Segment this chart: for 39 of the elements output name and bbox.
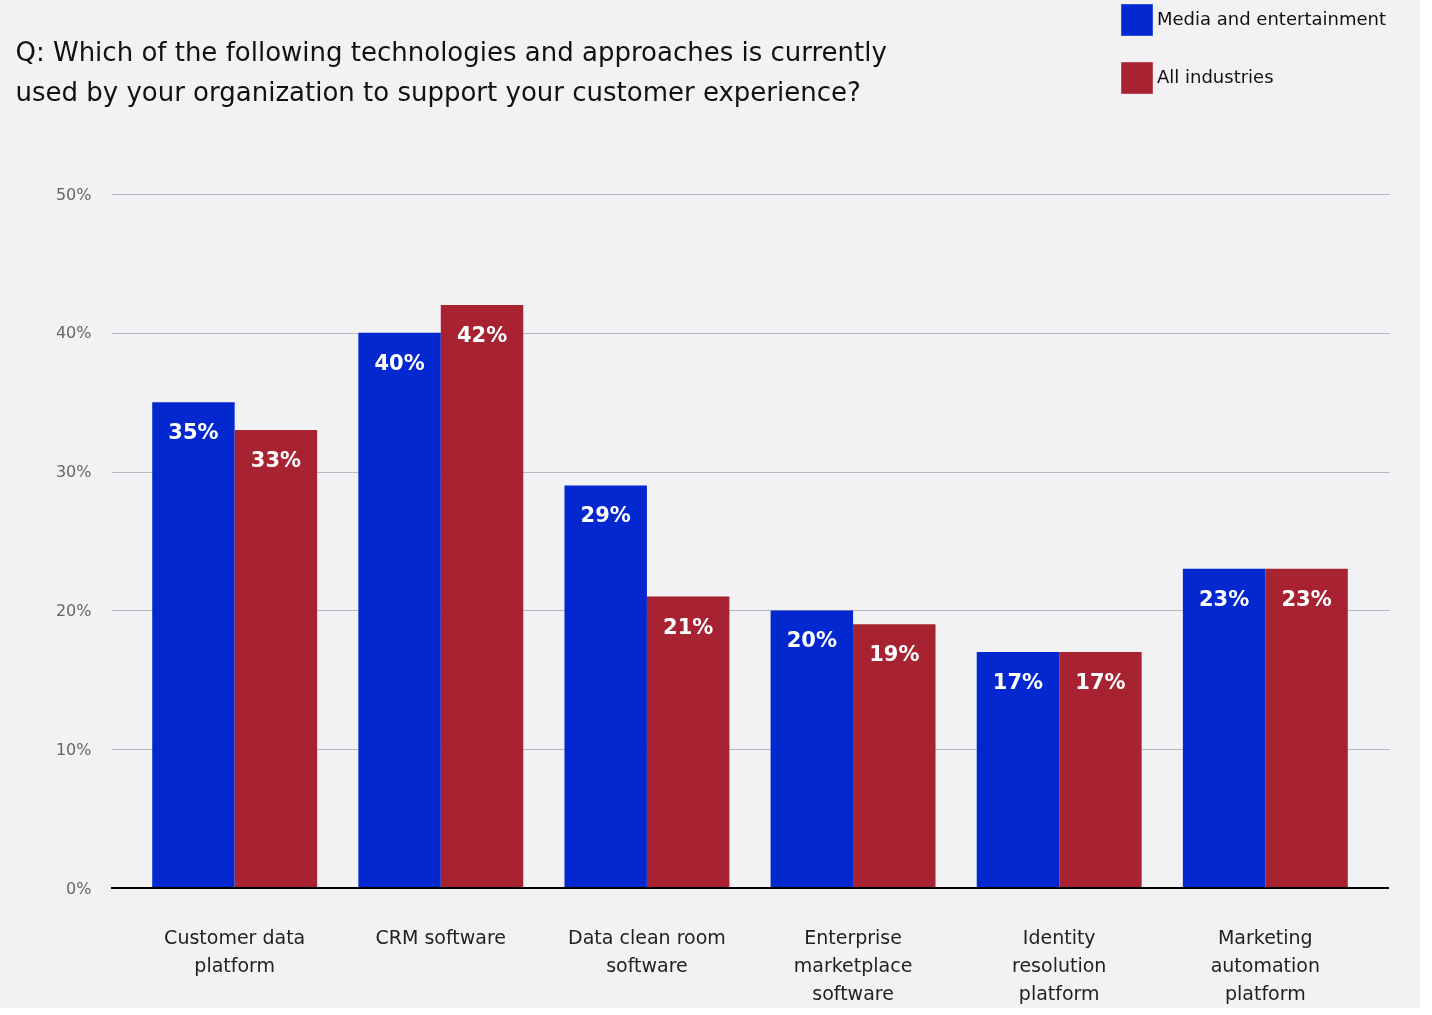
data-label: 42% bbox=[456, 323, 508, 348]
bar bbox=[564, 485, 647, 888]
x-tick-label: Data clean room software bbox=[568, 925, 726, 976]
data-label: 17% bbox=[1075, 670, 1126, 695]
data-label: 17% bbox=[992, 670, 1044, 695]
data-label: 21% bbox=[663, 614, 714, 639]
x-tick-label: Identity resolution platform bbox=[1012, 925, 1107, 1004]
y-tick-label: 50% bbox=[55, 184, 92, 204]
y-tick-label: 10% bbox=[55, 739, 92, 759]
bar bbox=[1182, 568, 1266, 888]
data-label: 20% bbox=[786, 628, 837, 653]
bar bbox=[152, 402, 235, 888]
legend-label: All industries bbox=[1157, 66, 1274, 87]
y-tick-label: 20% bbox=[55, 600, 92, 620]
data-label: 19% bbox=[869, 642, 920, 667]
bar bbox=[1265, 568, 1348, 888]
x-tick-label: CRM software bbox=[375, 925, 507, 948]
y-tick-label: 0% bbox=[66, 878, 92, 898]
y-tick-label: 40% bbox=[55, 323, 92, 343]
bar bbox=[976, 652, 1060, 888]
bar bbox=[234, 429, 318, 888]
data-label: 40% bbox=[374, 350, 425, 375]
bar bbox=[853, 624, 936, 888]
y-tick-label: 30% bbox=[55, 462, 92, 482]
x-tick-label: Enterprise marketplace software bbox=[793, 925, 913, 1004]
data-label: 23% bbox=[1198, 586, 1250, 611]
bar bbox=[646, 596, 730, 888]
data-label: 29% bbox=[580, 503, 631, 528]
x-tick-label: Customer data platform bbox=[164, 925, 306, 976]
data-label: 35% bbox=[168, 420, 219, 445]
legend-label: Media and entertainment bbox=[1157, 8, 1386, 29]
chart-title: Q: Which of the following technologies and approaches is currently used by your organization to support your customer experience? bbox=[15, 37, 887, 107]
data-label: 23% bbox=[1281, 586, 1332, 611]
bar bbox=[770, 610, 854, 888]
x-tick-label: Marketing automation platform bbox=[1210, 925, 1320, 1004]
bar bbox=[358, 332, 441, 888]
bar bbox=[1059, 652, 1142, 888]
data-label: 33% bbox=[250, 447, 302, 472]
bar bbox=[440, 305, 524, 888]
